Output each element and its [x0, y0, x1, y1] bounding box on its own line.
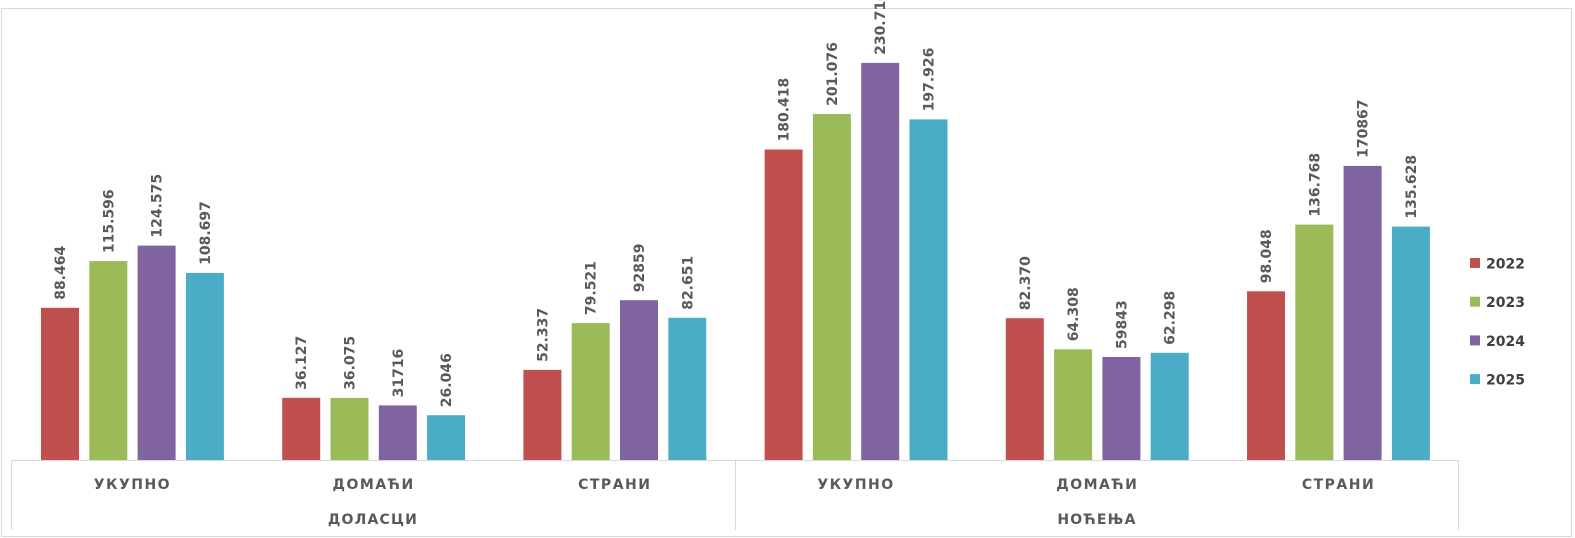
category-label-2: ДОМАЋИ [333, 477, 415, 493]
data-label-2023-6: 136.768 [1307, 153, 1323, 217]
bar-2025-6 [1391, 226, 1430, 460]
data-label-2022-4: 180.418 [777, 78, 793, 142]
data-label-2024-3: 92859 [632, 243, 648, 292]
bar-2025-1 [185, 272, 224, 460]
bar-2022-5 [1005, 318, 1044, 460]
legend-label-2022: 2022 [1486, 257, 1525, 273]
data-label-2022-5: 82.370 [1018, 256, 1034, 310]
category-label-1: УКУПНО [94, 477, 171, 493]
data-label-2024-4: 230.710 [873, 0, 889, 55]
data-label-2025-1: 108.697 [198, 201, 214, 265]
category-label-4: УКУПНО [817, 477, 894, 493]
bar-2023-6 [1295, 224, 1334, 460]
data-label-2022-2: 36.127 [294, 336, 310, 390]
bar-2023-5 [1054, 349, 1093, 460]
data-label-2025-4: 197.926 [922, 48, 938, 112]
data-label-2023-3: 79.521 [584, 261, 600, 315]
bar-2025-3 [668, 317, 707, 460]
bar-2023-4 [812, 113, 851, 461]
data-label-2024-1: 124.575 [150, 174, 166, 238]
legend-swatch-2025 [1470, 374, 1480, 385]
group-label-1: ДОЛАСЦИ [328, 512, 418, 528]
data-label-2023-1: 115.596 [101, 189, 117, 253]
data-label-2023-5: 64.308 [1066, 287, 1082, 341]
legend-swatch-2024 [1470, 335, 1480, 346]
data-label-2022-3: 52.337 [535, 308, 551, 362]
axis-layer: УКУПНО ДОМАЋИ СТРАНИ УКУПНО ДОМАЋИ СТРАНИ ДОЛА… [11, 460, 1459, 530]
bar-2024-4 [861, 62, 900, 461]
category-label-6: СТРАНИ [1302, 477, 1375, 493]
bar-2023-3 [571, 323, 610, 460]
bar-2023-1 [89, 261, 128, 460]
data-label-2022-1: 88.464 [53, 246, 69, 300]
bars-layer: 88.464 36.127 52.337 180.418 82.370 98.048 115… [41, 0, 1430, 461]
data-label-2022-6: 98.048 [1259, 229, 1275, 283]
data-label-2023-4: 201.076 [825, 42, 841, 106]
legend-swatch-2022 [1470, 258, 1480, 268]
bar-2022-6 [1247, 291, 1285, 460]
data-label-2024-2: 31716 [391, 349, 407, 398]
group-label-2: НОЋЕЊА [1057, 512, 1136, 528]
bar-2024-5 [1102, 357, 1141, 460]
bar-2022-1 [41, 307, 79, 460]
bar-2022-4 [764, 149, 803, 460]
legend-label-2025: 2025 [1486, 373, 1525, 389]
legend-label-2023: 2023 [1486, 295, 1525, 311]
bar-2024-3 [620, 300, 658, 460]
data-label-2025-3: 82.651 [680, 256, 696, 310]
bar-2025-4 [909, 119, 948, 461]
data-label-2025-6: 135.628 [1404, 155, 1420, 219]
bar-2025-2 [427, 415, 466, 460]
legend-label-2024: 2024 [1486, 334, 1525, 350]
bar-2023-2 [330, 397, 369, 460]
legend: 2022 2023 2024 2025 [1470, 257, 1525, 389]
category-label-5: ДОМАЋИ [1056, 477, 1138, 493]
bar-2022-2 [282, 397, 321, 460]
data-label-2024-5: 59843 [1114, 300, 1130, 349]
legend-swatch-2023 [1470, 296, 1480, 307]
bar-2024-1 [137, 245, 176, 460]
bar-2022-3 [523, 369, 562, 460]
data-label-2024-6: 170867 [1356, 99, 1372, 157]
bar-2024-2 [378, 405, 417, 460]
bar-2025-5 [1150, 352, 1189, 460]
data-label-2023-2: 36.075 [343, 336, 359, 390]
data-label-2025-2: 26.046 [439, 353, 455, 407]
data-label-2025-5: 62.298 [1163, 291, 1179, 345]
category-label-3: СТРАНИ [578, 477, 651, 493]
bar-2024-6 [1343, 165, 1382, 460]
